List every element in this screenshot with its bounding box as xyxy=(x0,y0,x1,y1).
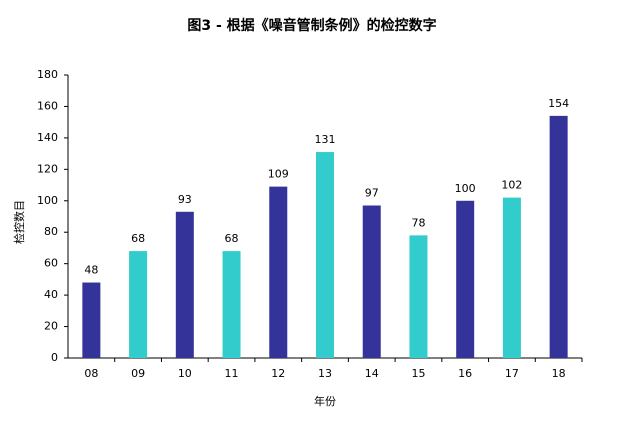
x-tick-label: 14 xyxy=(365,367,379,380)
x-tick-label: 08 xyxy=(84,367,98,380)
y-tick-label: 180 xyxy=(37,68,58,81)
x-axis-label: 年份 xyxy=(314,394,336,408)
data-label: 131 xyxy=(315,133,336,146)
x-tick-label: 12 xyxy=(271,367,285,380)
data-label: 154 xyxy=(548,97,569,110)
y-tick-label: 160 xyxy=(37,99,58,112)
bar xyxy=(129,251,148,358)
y-axis-label: 检控数目 xyxy=(12,200,26,244)
x-tick-label: 18 xyxy=(552,367,566,380)
data-label: 78 xyxy=(411,216,425,229)
x-tick-label: 15 xyxy=(411,367,425,380)
y-tick-label: 80 xyxy=(44,225,58,238)
bar xyxy=(456,200,475,358)
data-label: 97 xyxy=(365,186,379,199)
data-label: 48 xyxy=(84,264,98,277)
x-tick-label: 17 xyxy=(505,367,519,380)
y-tick-label: 120 xyxy=(37,162,58,175)
data-label: 100 xyxy=(455,182,476,195)
x-tick-label: 16 xyxy=(458,367,472,380)
bar xyxy=(316,152,334,358)
chart-title: 图3 - 根据《噪音管制条例》的检控数字 xyxy=(187,17,436,34)
data-label: 109 xyxy=(268,168,289,181)
bar xyxy=(269,186,288,358)
bar xyxy=(409,235,428,358)
data-label: 93 xyxy=(178,193,192,206)
bar xyxy=(222,251,241,358)
y-tick-label: 20 xyxy=(44,320,58,333)
y-tick-label: 100 xyxy=(37,194,58,207)
x-tick-label: 10 xyxy=(178,367,192,380)
x-tick-label: 09 xyxy=(131,367,145,380)
y-tick-label: 60 xyxy=(44,257,58,270)
bar xyxy=(362,205,381,358)
x-tick-label: 13 xyxy=(318,367,332,380)
y-tick-label: 40 xyxy=(44,288,58,301)
data-label: 102 xyxy=(501,179,522,192)
bar xyxy=(549,115,568,358)
y-tick-label: 0 xyxy=(51,351,58,364)
bar xyxy=(82,282,101,358)
x-tick-label: 11 xyxy=(225,367,239,380)
data-label: 68 xyxy=(131,232,145,245)
data-label: 68 xyxy=(225,232,239,245)
bar xyxy=(502,197,521,358)
bar xyxy=(175,211,194,358)
y-tick-label: 140 xyxy=(37,131,58,144)
